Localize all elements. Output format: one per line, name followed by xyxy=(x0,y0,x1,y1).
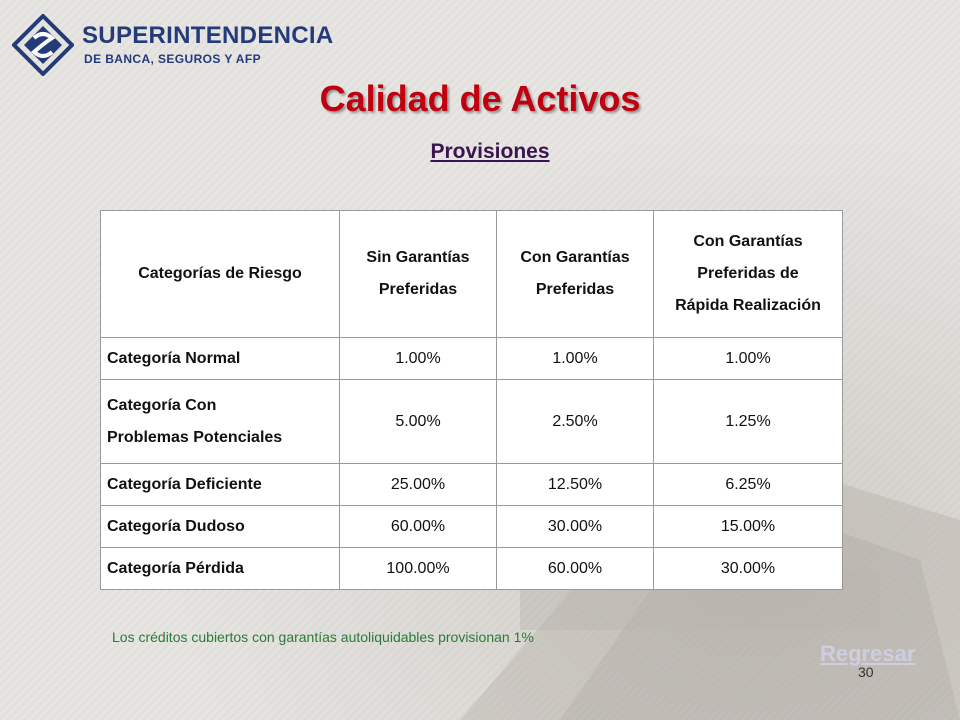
value-cell: 6.25% xyxy=(653,463,843,506)
row-category-label: Categoría Pérdida xyxy=(100,547,340,590)
header-line: Preferidas xyxy=(535,281,615,298)
header-line: Preferidas xyxy=(378,281,458,298)
value-cell: 100.00% xyxy=(339,547,497,590)
row-category-label: Categoría Con Problemas Potenciales xyxy=(100,379,340,464)
table-row: Categoría Con Problemas Potenciales 5.00… xyxy=(100,379,843,464)
value-cell: 60.00% xyxy=(496,547,654,590)
page-subtitle: Provisiones xyxy=(430,140,550,163)
table-row: Categoría Dudoso 60.00% 30.00% 15.00% xyxy=(100,505,843,548)
table-row: Categoría Pérdida 100.00% 60.00% 30.00% xyxy=(100,547,843,590)
value-cell: 25.00% xyxy=(339,463,497,506)
value-cell: 30.00% xyxy=(496,505,654,548)
header-line: Sin Garantías xyxy=(366,249,470,266)
category-text: Categoría Normal xyxy=(107,349,241,367)
header-line: Categorías de Riesgo xyxy=(138,265,302,282)
value-cell: 1.00% xyxy=(653,337,843,380)
category-text: Problemas Potenciales xyxy=(107,428,283,446)
value-cell: 60.00% xyxy=(339,505,497,548)
header-line: Con Garantías xyxy=(693,233,803,250)
value-cell: 12.50% xyxy=(496,463,654,506)
superintendencia-logo: SUPERINTENDENCIA DE BANCA, SEGUROS Y AFP xyxy=(12,14,333,76)
provisions-table: Categorías de Riesgo Sin Garantías Prefe… xyxy=(100,210,843,590)
row-category-label: Categoría Deficiente xyxy=(100,463,340,506)
category-text: Categoría Deficiente xyxy=(107,475,262,493)
header-line: Rápida Realización xyxy=(675,297,821,314)
footnote: Los créditos cubiertos con garantías aut… xyxy=(112,629,534,645)
header-con-garantias-rapida-realizacion: Con Garantías Preferidas de Rápida Reali… xyxy=(653,210,843,338)
value-cell: 2.50% xyxy=(496,379,654,464)
value-cell: 5.00% xyxy=(339,379,497,464)
logo-emblem-icon xyxy=(12,14,74,76)
value-cell: 30.00% xyxy=(653,547,843,590)
table-row: Categoría Normal 1.00% 1.00% 1.00% xyxy=(100,337,843,380)
header-sin-garantias-preferidas: Sin Garantías Preferidas xyxy=(339,210,497,338)
header-line: Preferidas de xyxy=(697,265,799,282)
table-row: Categoría Deficiente 25.00% 12.50% 6.25% xyxy=(100,463,843,506)
value-cell: 1.25% xyxy=(653,379,843,464)
value-cell: 1.00% xyxy=(496,337,654,380)
header-line: Con Garantías xyxy=(520,249,630,266)
category-text: Categoría Dudoso xyxy=(107,517,245,535)
table-header-row: Categorías de Riesgo Sin Garantías Prefe… xyxy=(100,210,843,338)
category-text: Categoría Con xyxy=(107,396,217,414)
category-text: Categoría Pérdida xyxy=(107,559,244,577)
page-title: Calidad de Activos xyxy=(319,78,641,119)
row-category-label: Categoría Dudoso xyxy=(100,505,340,548)
back-link[interactable]: Regresar xyxy=(820,641,916,666)
page-number: 30 xyxy=(858,664,874,680)
header-categorias-de-riesgo: Categorías de Riesgo xyxy=(100,210,340,338)
header-con-garantias-preferidas: Con Garantías Preferidas xyxy=(496,210,654,338)
logo-text-secondary: DE BANCA, SEGUROS Y AFP xyxy=(84,52,262,66)
logo-text-primary: SUPERINTENDENCIA xyxy=(82,22,334,49)
row-category-label: Categoría Normal xyxy=(100,337,340,380)
value-cell: 15.00% xyxy=(653,505,843,548)
value-cell: 1.00% xyxy=(339,337,497,380)
